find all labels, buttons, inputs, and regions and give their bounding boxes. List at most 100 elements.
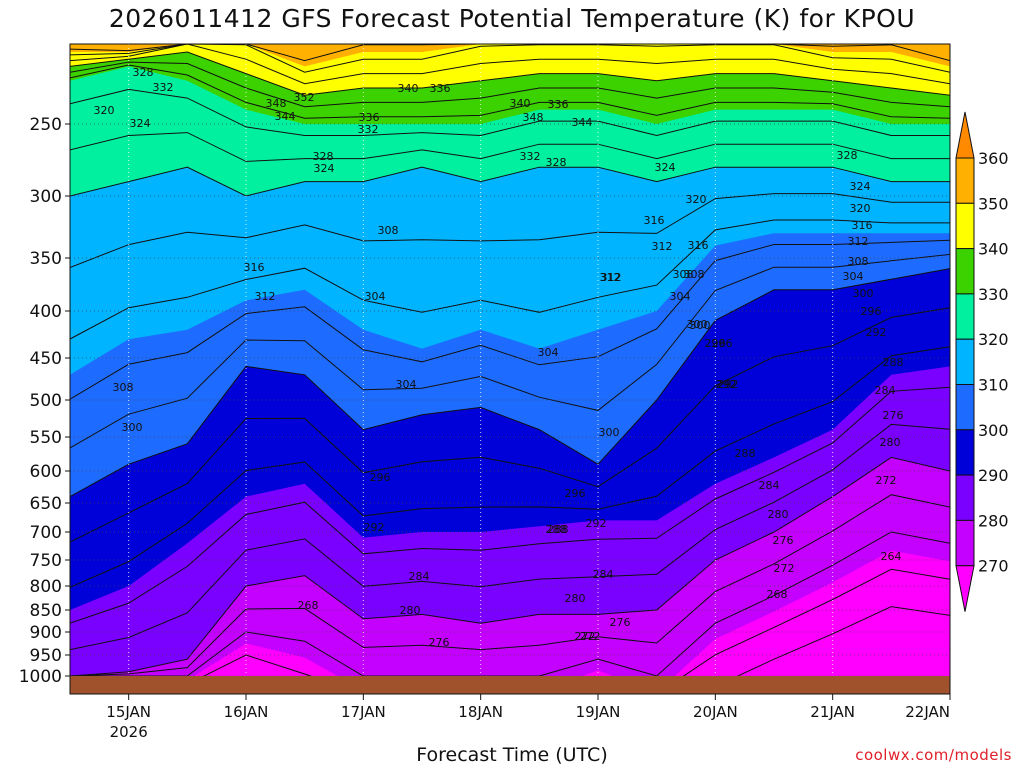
isentrope-328 [70,88,950,137]
isentrope-336 [70,61,950,108]
contour-label: 300 [599,426,620,439]
ground-band [70,676,950,694]
contour-label: 312 [255,290,276,303]
colorbar: 360 350 340 330 320 310 300 290 280 270 [955,111,1009,612]
isentrope-276 [70,494,950,677]
isentrope-332 [70,64,950,119]
colorbar-label: 350 [978,194,1009,213]
contour-label: 324 [314,162,335,175]
contour-label: 336 [430,82,451,95]
contour-label: 332 [358,123,379,136]
band-below-270 [70,550,950,694]
isentrope-300 [70,268,950,498]
colorbar-label: 340 [978,240,1009,259]
colorbar-label: 270 [978,557,1009,576]
colorbar-label: 330 [978,285,1009,304]
colorbar-label: 320 [978,330,1009,349]
contour-label: 344 [275,110,296,123]
contour-label: 300 [122,421,143,434]
colorbar-top-arrow [955,111,975,159]
colorbar-swatch [955,384,975,431]
credit-link[interactable]: coolwx.com/models [855,746,1012,764]
isentrope-288 [70,386,950,624]
contour-label: 312 [652,240,673,253]
y-tick-label: 400 [30,302,62,322]
x-axis-title: Forecast Time (UTC) [416,744,608,766]
contour-label: 340 [510,97,531,110]
contour-label: 284 [759,479,780,492]
x-tick-label: 19JAN [576,703,621,721]
contour-label: 316 [852,219,873,232]
y-tick-label: 650 [30,494,62,514]
contour-label: 268 [298,599,319,612]
isentrope-308 [70,239,950,400]
isentrope-292 [70,346,950,588]
colorbar-bottom-arrow [955,565,975,612]
contour-label: 300 [687,318,708,331]
contour-label: 264 [881,550,902,563]
contour-label: 272 [876,474,897,487]
contour-label: 276 [429,636,450,649]
isentrope-296 [70,307,950,543]
ground [70,676,950,694]
contour-label: 332 [520,150,541,163]
contour-label: 288 [883,356,904,369]
contour-label: 300 [853,287,874,300]
y-tick-label: 850 [30,601,62,621]
contour-label: 272 [580,630,601,643]
contour-label: 316 [644,214,665,227]
y-tick-label: 350 [30,249,62,269]
colorbar-swatch [955,157,975,204]
contour-label: 292 [716,378,737,391]
colorbar-swatch [955,474,975,521]
x-tick-label: 21JAN [810,703,855,721]
colorbar-label: 360 [978,149,1009,168]
contour-label: 292 [586,517,607,530]
contour-label: 328 [133,66,154,79]
contour-label: 348 [266,97,287,110]
isentrope-268 [70,568,950,694]
contour-label: 292 [866,326,887,339]
colorbar-label: 300 [978,421,1009,440]
contour-label: 276 [610,616,631,629]
contour-label: 296 [565,487,586,500]
isentrope-344 [70,44,950,85]
y-tick-label: 750 [30,551,62,571]
contour-label: 312 [601,271,622,284]
y-tick-label: 950 [30,646,62,666]
contour-label: 308 [684,268,705,281]
contour-label: 304 [538,346,559,359]
contour-label: 280 [565,592,586,605]
contour-label: 304 [670,290,691,303]
y-tick-label: 1000 [19,667,62,687]
contour-label: 328 [313,150,334,163]
plot-frame [69,43,951,695]
colorbar-swatch [955,202,975,250]
isentrope-320 [70,166,950,197]
contour-label: 284 [409,570,430,583]
contour-label: 276 [883,409,904,422]
contour-label: 292 [364,521,385,534]
y-tick-label: 700 [30,523,62,543]
contour-label: 352 [294,91,315,104]
theta-fill-layer [70,44,950,694]
contour-label: 316 [688,239,709,252]
chart-title: 2026011412 GFS Forecast Potential Temper… [108,4,916,33]
contour-label: 308 [673,268,694,281]
contour-label: 344 [572,116,593,129]
contour-label: 280 [400,604,421,617]
y-tick-label: 800 [30,577,62,597]
y-axis: 2503003504004505005506006507007508008509… [19,115,70,687]
contour-label: 280 [768,508,789,521]
contour-label: 304 [396,378,417,391]
contour-label: 324 [130,117,151,130]
x-axis: 15JAN 16JAN 17JAN 18JAN 19JAN 20JAN 21JAN 22JAN… [106,694,951,741]
contour-label: 284 [875,384,896,397]
contour-label: 296 [712,337,733,350]
y-tick-label: 550 [30,428,62,448]
colorbar-swatch [955,519,975,567]
contour-label: 304 [843,270,864,283]
colorbar-label: 290 [978,466,1009,485]
